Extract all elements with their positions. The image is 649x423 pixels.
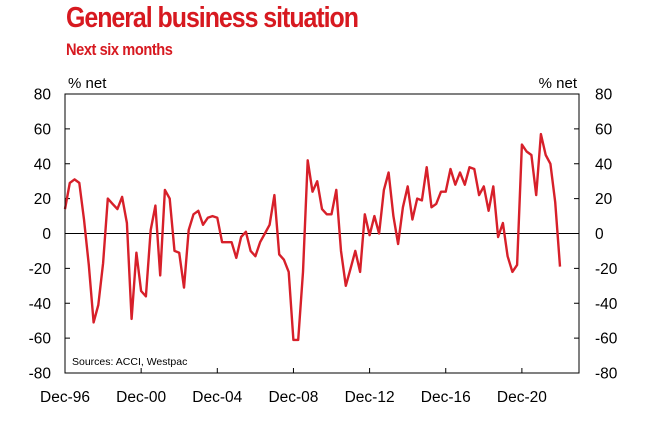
y-tick-label-right: -80 (595, 366, 618, 383)
y-tick-label-right: 0 (595, 226, 604, 243)
y-tick-label-right: 20 (595, 191, 613, 208)
chart-subtitle: Next six months (66, 40, 173, 59)
x-tick-label: Dec-08 (268, 389, 318, 406)
y-tick-label-left: 20 (34, 191, 52, 208)
y-tick-label-right: 40 (595, 156, 613, 173)
y-axis-label-left: % net (68, 75, 107, 92)
x-tick-label: Dec-16 (421, 389, 471, 406)
y-tick-label-left: -20 (29, 261, 52, 278)
y-axis-label-right: % net (539, 75, 578, 92)
x-tick-label: Dec-96 (40, 389, 90, 406)
y-tick-label-left: 40 (34, 156, 52, 173)
y-tick-label-right: -60 (595, 331, 618, 348)
x-axis: Dec-96 Dec-00 Dec-04 Dec-08 Dec-12 Dec-16 Dec-… (40, 368, 547, 406)
x-tick-label: Dec-04 (192, 389, 242, 406)
y-axis-right: 80 60 40 20 0 -20 -40 -60 -80 (574, 87, 618, 383)
chart-title: General business situation (66, 2, 359, 34)
y-tick-label-left: -80 (29, 366, 52, 383)
plot-frame (64, 93, 580, 374)
source-note: Sources: ACCI, Westpac (72, 356, 187, 368)
y-tick-label-left: -40 (29, 296, 52, 313)
y-tick-label-right: 60 (595, 121, 613, 138)
y-tick-label-left: 60 (34, 121, 52, 138)
series-line (63, 132, 562, 342)
x-tick-label: Dec-12 (345, 389, 395, 406)
y-tick-label-right: -20 (595, 261, 618, 278)
y-tick-label-left: 80 (34, 87, 52, 104)
x-tick-label: Dec-20 (497, 389, 547, 406)
y-tick-label-left: -60 (29, 331, 52, 348)
y-tick-label-right: 80 (595, 87, 613, 104)
x-tick-label: Dec-00 (116, 389, 166, 406)
y-tick-label-right: -40 (595, 296, 618, 313)
y-axis-left: 80 60 40 20 0 -20 -40 -60 -80 (29, 87, 70, 383)
y-tick-label-left: 0 (42, 226, 51, 243)
